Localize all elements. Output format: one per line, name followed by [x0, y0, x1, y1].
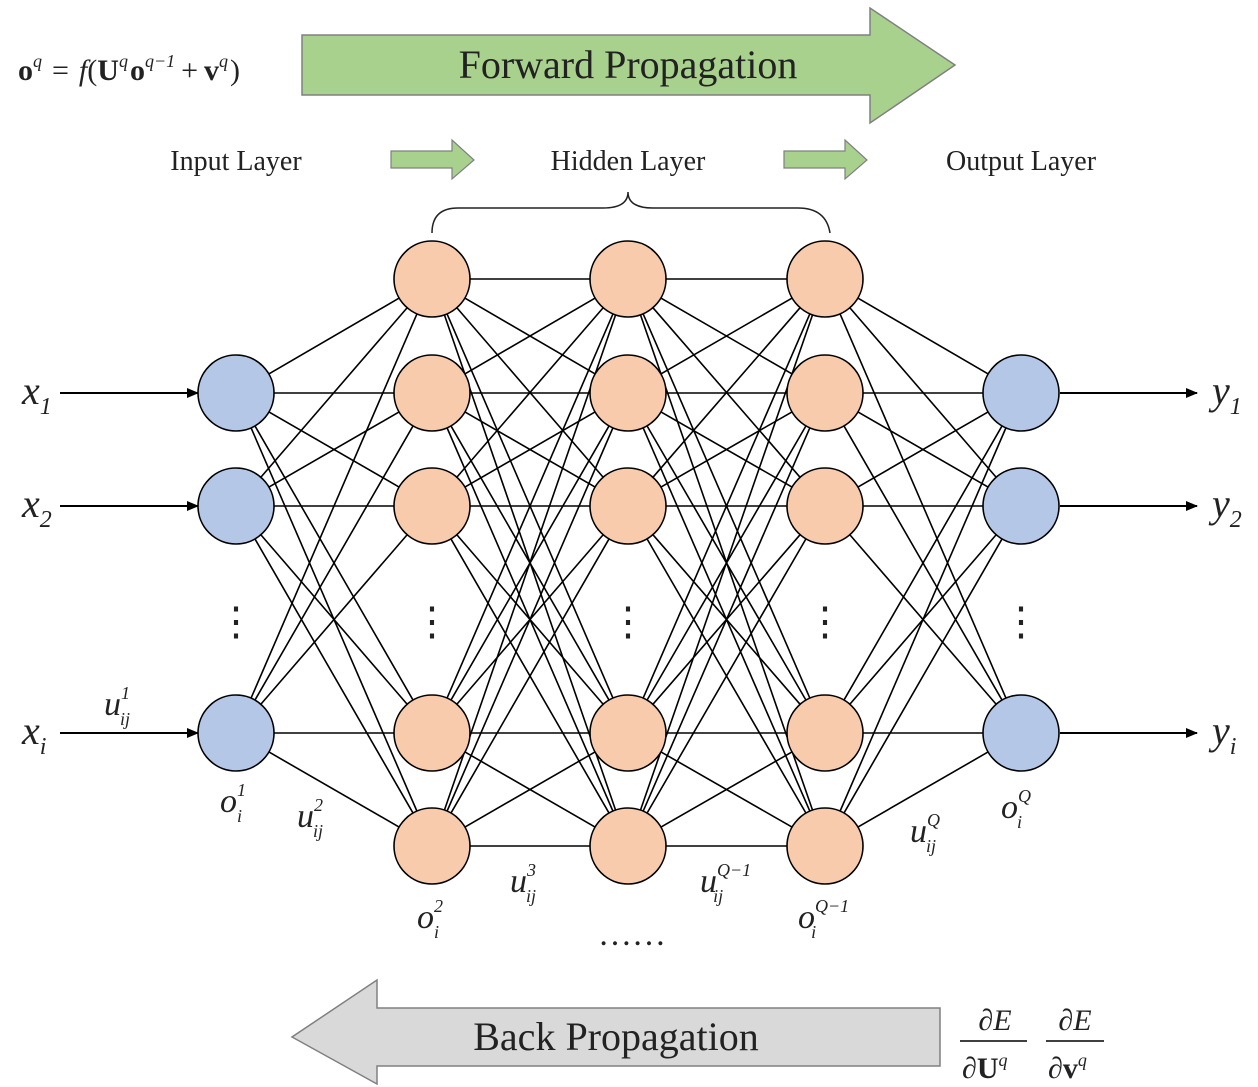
output-node — [982, 694, 1060, 772]
weight-u1: u1 ij — [104, 683, 130, 729]
connection-line — [642, 313, 811, 699]
input-node — [197, 694, 275, 772]
forward-propagation-arrow — [301, 6, 957, 125]
svg-text:∂vq: ∂vq — [1048, 1050, 1087, 1085]
svg-text:∂E: ∂E — [1058, 1004, 1091, 1037]
hidden2-node — [589, 467, 667, 545]
output-node — [982, 467, 1060, 545]
node-output-oQ: oQ i — [1001, 786, 1031, 832]
forward-propagation-label: Forward Propagation — [459, 42, 798, 87]
connection-line — [857, 751, 989, 828]
connection-line — [843, 538, 1003, 814]
output-y1: y1 — [1208, 368, 1242, 420]
output-node — [982, 354, 1060, 432]
input-x2: x2 — [21, 481, 52, 533]
input-x1: x1 — [21, 368, 52, 420]
output-y2: y2 — [1208, 481, 1242, 533]
hidden1-node — [393, 354, 471, 432]
weight-uQ: uQ ij — [910, 810, 940, 856]
node-output-o1: o1 i — [220, 780, 246, 826]
connection-line — [260, 307, 408, 478]
hidden-layers-ellipsis: …… — [598, 916, 666, 953]
hidden1-node — [393, 240, 471, 318]
hidden3-node — [786, 240, 864, 318]
hidden2-node — [589, 807, 667, 885]
input-vdots: ⋮ — [216, 599, 256, 644]
hidden3-vdots: ⋮ — [805, 599, 845, 644]
connection-line — [464, 297, 596, 375]
input-xi: xi — [21, 708, 46, 760]
connection-line — [642, 427, 811, 812]
output-vdots: ⋮ — [1001, 599, 1041, 644]
connection-line — [652, 307, 801, 478]
connection-line — [660, 751, 793, 828]
connection-line — [446, 427, 614, 812]
connection-line — [443, 314, 617, 811]
connection-line — [464, 751, 596, 828]
connection-line — [446, 313, 614, 699]
input-arrows — [60, 388, 199, 738]
node-output-oQm1: oQ−1 i — [798, 896, 849, 942]
output-yi: yi — [1208, 708, 1236, 760]
hidden1-node — [393, 694, 471, 772]
connection-line — [639, 314, 814, 811]
hidden-layer-label: Hidden Layer — [551, 146, 706, 177]
input-layer-label: Input Layer — [170, 146, 302, 177]
gradient-dE-dv: ∂E ∂vq — [1046, 1004, 1104, 1085]
output-layer-label: Output Layer — [946, 146, 1097, 177]
weight-u3: u3 ij — [510, 860, 536, 906]
connection-line — [464, 411, 596, 488]
weight-u2: u2 ij — [297, 795, 323, 841]
small-arrow-hidden-output — [783, 138, 868, 181]
hidden3-node — [786, 807, 864, 885]
node-output-o2: o2 i — [417, 896, 443, 942]
connection-line — [646, 538, 807, 814]
forward-formula: oq = f(Uqoq−1 + vq) — [18, 51, 240, 87]
connection-line — [660, 297, 793, 375]
hidden3-node — [786, 354, 864, 432]
small-arrow-input-hidden — [390, 138, 475, 181]
hidden2-node — [589, 240, 667, 318]
hidden2-vdots: ⋮ — [608, 599, 648, 644]
connection-line — [250, 313, 418, 699]
hidden1-node — [393, 807, 471, 885]
connection-line — [839, 427, 1007, 812]
connection-line — [260, 534, 408, 705]
input-node — [197, 467, 275, 545]
connections — [250, 278, 1007, 847]
input-node — [197, 354, 275, 432]
connection-line — [456, 307, 604, 478]
output-arrows — [1060, 388, 1198, 738]
nodes — [197, 240, 1060, 885]
weight-uQm1: uQ−1 ij — [700, 860, 751, 906]
connection-line — [660, 411, 793, 488]
hidden3-node — [786, 694, 864, 772]
connection-line — [857, 297, 989, 375]
connection-line — [254, 425, 414, 701]
connection-line — [450, 538, 610, 814]
connection-line — [268, 297, 400, 375]
hidden1-node — [393, 467, 471, 545]
connection-line — [268, 751, 400, 828]
hidden3-node — [786, 467, 864, 545]
hidden-layer-brace — [431, 191, 831, 234]
back-propagation-label: Back Propagation — [473, 1014, 759, 1059]
svg-text:∂E: ∂E — [978, 1004, 1011, 1037]
connection-line — [268, 411, 400, 488]
hidden2-node — [589, 694, 667, 772]
connection-line — [843, 425, 1003, 701]
hidden2-node — [589, 354, 667, 432]
connection-line — [254, 538, 414, 814]
gradient-dE-dU: ∂E ∂Uq — [960, 1004, 1027, 1085]
svg-text:∂Uq: ∂Uq — [962, 1050, 1008, 1085]
hidden1-vdots: ⋮ — [412, 599, 452, 644]
vertical-ellipses: ⋮ ⋮ ⋮ ⋮ ⋮ — [216, 599, 1041, 644]
connection-line — [857, 411, 989, 488]
back-propagation-arrow — [290, 978, 941, 1086]
